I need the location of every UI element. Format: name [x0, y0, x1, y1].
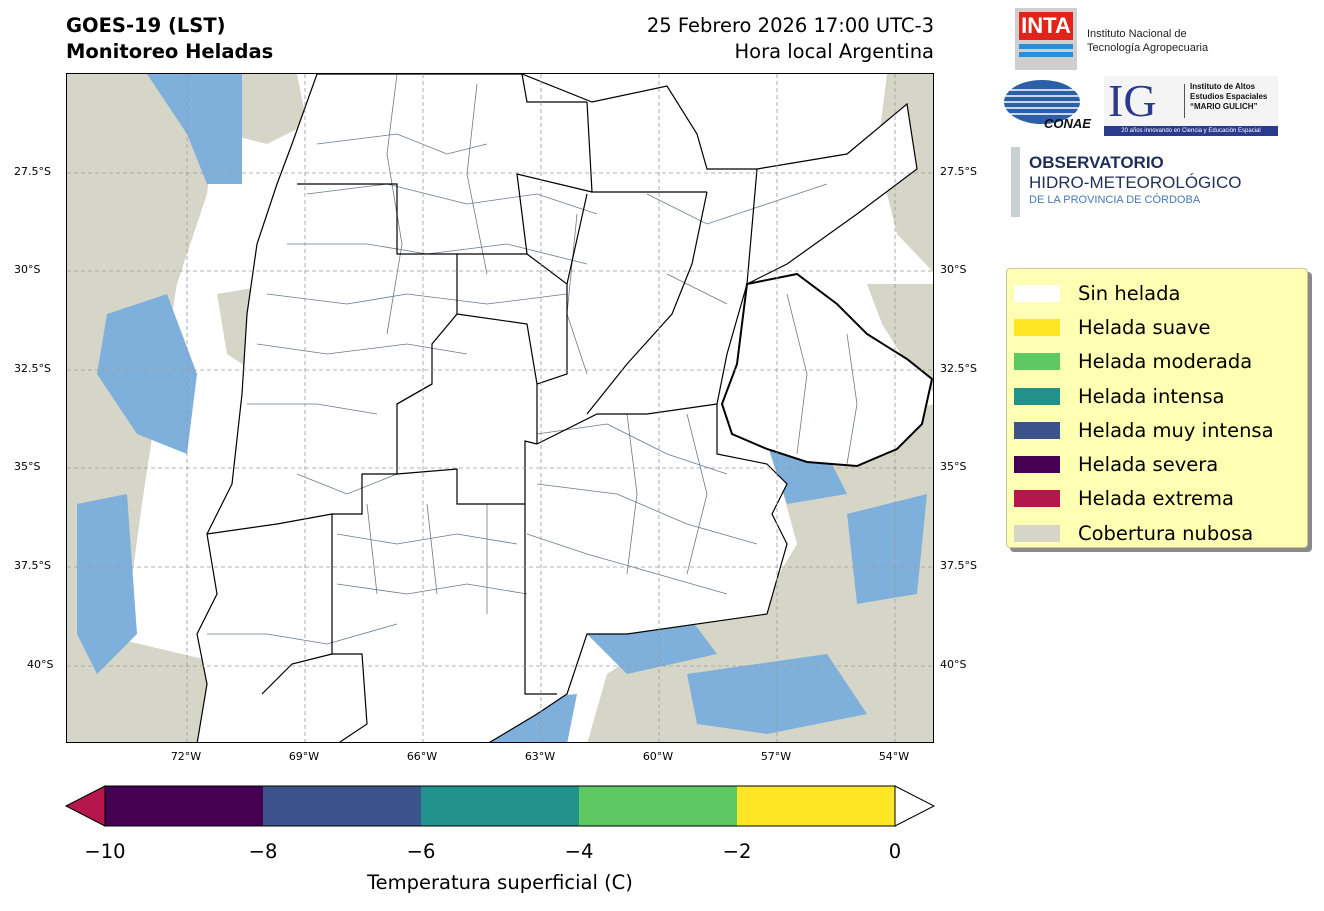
ig-name-line1: Instituto de Altos [1190, 82, 1256, 91]
lat-tick-left: 40°S [27, 658, 54, 671]
lat-tick-right: 40°S [940, 658, 967, 671]
ig-tagline: 20 años innovando en Ciencia y Educación… [1104, 126, 1278, 136]
lat-tick-left: 30°S [14, 263, 41, 276]
legend-item: Helada suave [1014, 310, 1307, 344]
legend-swatch [1014, 456, 1060, 474]
lat-tick-left: 27.5°S [14, 165, 51, 178]
colorbar-tick: −8 [248, 840, 278, 863]
legend-label: Helada moderada [1078, 350, 1253, 374]
conae-logo: CONAE [1004, 80, 1092, 132]
observatorio-logo: OBSERVATORIO HIDRO-METEOROLÓGICO DE LA P… [1029, 153, 1242, 207]
legend-item: Helada extrema [1014, 482, 1307, 516]
frost-map [66, 73, 934, 743]
legend-item: Helada muy intensa [1014, 413, 1307, 447]
lon-tick: 54°W [878, 750, 910, 763]
gridlines [67, 74, 933, 742]
inta-logo: INTA [1015, 8, 1077, 70]
colorbar-title: Temperatura superficial (C) [367, 871, 633, 894]
lon-tick: 63°W [524, 750, 556, 763]
colorbar-segment [737, 786, 895, 826]
title-line1: GOES-19 (LST) [66, 14, 226, 37]
province-borders [196, 74, 918, 742]
observatorio-line1: OBSERVATORIO [1029, 153, 1164, 172]
lat-tick-left: 32.5°S [14, 362, 51, 375]
lat-tick-right: 32.5°S [940, 362, 977, 375]
colorbar-segment [105, 786, 263, 826]
inta-mark: INTA [1019, 12, 1073, 40]
legend-swatch [1014, 524, 1060, 542]
ig-name-line2: Estudios Espaciales [1190, 92, 1268, 101]
colorbar [64, 785, 936, 827]
legend-item: Helada intensa [1014, 379, 1307, 413]
inta-stripe [1019, 44, 1073, 49]
argentina-land [197, 74, 917, 742]
conae-mark: CONAE [1044, 116, 1091, 131]
colorbar-tick: −2 [722, 840, 752, 863]
colorbar-frame [104, 785, 896, 827]
lat-tick-right: 35°S [940, 460, 967, 473]
colorbar-tick: −4 [564, 840, 594, 863]
colorbar-tick: −10 [84, 840, 126, 863]
colorbar-tick: −6 [406, 840, 436, 863]
colorbar-tick: 0 [888, 840, 902, 863]
map-title: GOES-19 (LST) Monitoreo Heladas [66, 13, 273, 65]
colorbar-segment [263, 786, 421, 826]
observatorio-bar [1011, 147, 1020, 217]
legend-item: Helada severa [1014, 447, 1307, 481]
legend-swatch [1014, 387, 1060, 405]
legend-swatch [1014, 421, 1060, 439]
inta-name-line1: Instituto Nacional de [1087, 28, 1187, 40]
lat-tick-left: 35°S [14, 460, 41, 473]
ig-name: Instituto de Altos Estudios Espaciales “… [1190, 82, 1267, 112]
legend-label: Helada severa [1078, 453, 1219, 477]
observatorio-line3: DE LA PROVINCIA DE CÓRDOBA [1029, 194, 1201, 206]
title-line2: Monitoreo Heladas [66, 40, 274, 63]
conae-globe-icon [1004, 80, 1080, 124]
lon-tick: 66°W [406, 750, 438, 763]
lat-tick-left: 37.5°S [14, 559, 51, 572]
legend-label: Helada suave [1078, 315, 1211, 339]
ig-divider [1184, 84, 1185, 118]
department-borders [207, 74, 858, 645]
legend-swatch [1014, 318, 1060, 336]
lon-tick: 60°W [642, 750, 674, 763]
legend-label: Sin helada [1078, 281, 1181, 305]
legend-swatch [1014, 353, 1060, 371]
legend-label: Helada extrema [1078, 487, 1234, 511]
colorbar-over-arrow [894, 785, 936, 827]
colorbar-under-arrow [64, 785, 106, 827]
map-canvas [67, 74, 933, 742]
inta-stripe [1019, 52, 1073, 57]
colorbar-segment [421, 786, 579, 826]
legend-label: Helada muy intensa [1078, 418, 1274, 442]
legend-label: Helada intensa [1078, 384, 1225, 408]
legend-swatch [1014, 490, 1060, 508]
legend-label: Cobertura nubosa [1078, 521, 1254, 545]
date-title: 25 Febrero 2026 17:00 UTC-3 Hora local A… [647, 13, 934, 65]
lat-tick-right: 37.5°S [940, 559, 977, 572]
legend-item: Sin helada [1014, 276, 1307, 310]
observatorio-line2: HIDRO-METEOROLÓGICO [1029, 173, 1242, 192]
lat-tick-right: 27.5°S [940, 165, 977, 178]
lon-tick: 69°W [288, 750, 320, 763]
legend-swatch [1014, 284, 1060, 302]
date-line: 25 Febrero 2026 17:00 UTC-3 [646, 14, 934, 37]
lon-tick: 57°W [760, 750, 792, 763]
lon-tick: 72°W [170, 750, 202, 763]
legend: Sin helada Helada suave Helada moderada … [1006, 268, 1308, 548]
inta-name: Instituto Nacional de Tecnología Agropec… [1087, 27, 1208, 55]
ig-logo: IG Instituto de Altos Estudios Espaciale… [1104, 76, 1278, 136]
colorbar-segment [579, 786, 737, 826]
legend-item: Cobertura nubosa [1014, 516, 1307, 550]
timezone-line: Hora local Argentina [734, 40, 934, 63]
lat-tick-right: 30°S [940, 263, 967, 276]
inta-name-line2: Tecnología Agropecuaria [1087, 42, 1209, 54]
legend-item: Helada moderada [1014, 345, 1307, 379]
ig-name-line3: “MARIO GULICH” [1190, 102, 1258, 111]
ig-mark: IG [1108, 75, 1157, 126]
